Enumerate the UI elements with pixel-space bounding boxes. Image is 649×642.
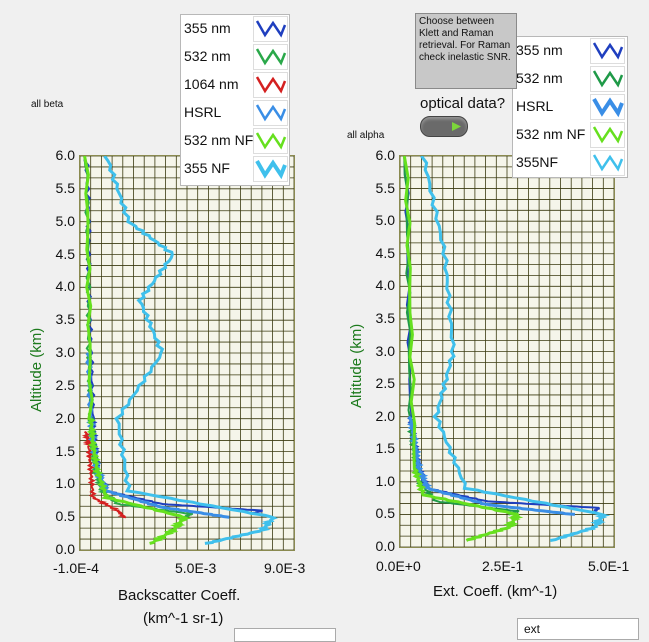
legend-swatch-icon	[590, 94, 625, 120]
legend-swatch-icon	[253, 72, 288, 98]
y-tick-label: 6.0	[375, 147, 395, 163]
left-x-axis-units: (km^-1 sr-1)	[143, 610, 224, 627]
y-tick-label: 0.5	[55, 508, 75, 525]
legend-entry: 355 NF	[181, 155, 289, 183]
left-x-tick: 5.0E-3	[175, 560, 217, 576]
y-tick-label: 0.5	[375, 505, 395, 522]
legend-entry: 355 nm	[181, 15, 289, 43]
legend-swatch-icon	[253, 156, 288, 182]
legend-swatch-icon	[590, 66, 625, 92]
left-x-tick: -1.0E-4	[53, 560, 99, 576]
right-x-tick: 0.0E+0	[376, 558, 421, 574]
left-x-axis-label: Backscatter Coeff.	[118, 587, 241, 604]
y-tick-label: 3.5	[375, 309, 395, 326]
right-chart-title: all alpha	[347, 130, 385, 141]
legend-swatch-icon	[253, 128, 288, 154]
legend-entry: 355 nm	[513, 37, 627, 65]
y-tick-label: 4.0	[375, 277, 395, 294]
legend-label: 532 nm	[516, 70, 563, 86]
right-x-tick: 5.0E-1	[588, 558, 630, 574]
right-legend: 355 nm 532 nm HSRL 532 nm NF 355NF	[512, 36, 628, 178]
left-chart-title: all beta	[31, 99, 64, 110]
legend-label: 1064 nm	[184, 76, 239, 92]
legend-label: 355NF	[516, 154, 559, 170]
series-line	[85, 352, 230, 519]
y-tick-label: 5.0	[55, 212, 75, 229]
y-tick-label: 3.5	[55, 311, 75, 328]
legend-label: 355 nm	[516, 42, 563, 58]
y-tick-label: 1.5	[375, 440, 395, 457]
left-y-axis-label: Altitude (km)	[28, 327, 45, 412]
y-tick-label: 4.5	[55, 245, 75, 262]
y-tick-label: 1.0	[375, 472, 395, 489]
retrieval-note: Choose between Klett and Raman retrieval…	[415, 13, 517, 89]
y-tick-label: 2.5	[375, 375, 395, 392]
right-x-axis-label: Ext. Coeff. (km^-1)	[433, 583, 558, 600]
y-tick-label: 2.0	[55, 409, 75, 426]
legend-swatch-icon	[253, 16, 288, 42]
left-plot-area[interactable]	[79, 155, 295, 551]
y-tick-label: 5.5	[375, 179, 395, 196]
y-tick-label: 0.0	[375, 538, 395, 554]
legend-swatch-icon	[590, 38, 625, 64]
legend-label: 355 NF	[184, 160, 230, 176]
legend-entry: HSRL	[513, 93, 627, 121]
bottom-control-stub[interactable]	[234, 628, 336, 642]
legend-swatch-icon	[590, 150, 625, 176]
legend-entry: 532 nm NF	[181, 127, 289, 155]
legend-entry: 532 nm NF	[513, 121, 627, 149]
y-tick-label: 6.0	[55, 147, 75, 163]
legend-label: 532 nm	[184, 48, 231, 64]
ext-legend-label: ext	[524, 622, 541, 636]
legend-label: 532 nm NF	[516, 126, 586, 142]
y-tick-label: 5.0	[375, 212, 395, 229]
legend-swatch-icon	[253, 44, 288, 70]
y-tick-label: 2.0	[375, 407, 395, 424]
series-line	[81, 430, 127, 519]
right-plot-svg	[400, 156, 614, 547]
legend-label: HSRL	[516, 98, 554, 114]
series-line	[103, 156, 278, 545]
y-tick-label: 1.5	[55, 442, 75, 459]
legend-label: 355 nm	[184, 20, 231, 36]
left-plot-svg	[80, 156, 294, 550]
series-line	[83, 156, 192, 545]
series-line	[83, 156, 263, 515]
legend-entry: 355NF	[513, 149, 627, 177]
y-tick-label: 1.0	[55, 475, 75, 492]
y-tick-label: 0.0	[55, 541, 75, 557]
left-legend: 355 nm 532 nm 1064 nm HSRL 532 nm NF 355 NF	[180, 14, 290, 186]
legend-swatch-icon	[253, 100, 288, 126]
y-tick-label: 3.0	[55, 344, 75, 360]
right-plot-area[interactable]	[399, 155, 615, 548]
legend-entry: 532 nm	[513, 65, 627, 93]
legend-entry: 1064 nm	[181, 71, 289, 99]
legend-swatch-icon	[590, 122, 625, 148]
series-line	[420, 156, 611, 542]
toggle-arrow-icon	[452, 122, 461, 131]
optical-data-label: optical data?	[420, 95, 506, 112]
legend-entry: HSRL	[181, 99, 289, 127]
right-x-tick: 2.5E-1	[482, 558, 524, 574]
y-tick-label: 2.5	[55, 376, 75, 393]
optical-data-toggle[interactable]	[420, 116, 468, 137]
legend-label: 532 nm NF	[184, 132, 254, 148]
y-tick-label: 3.0	[375, 342, 395, 359]
y-tick-label: 5.5	[55, 179, 75, 196]
legend-label: HSRL	[184, 104, 222, 120]
left-x-tick: 9.0E-3	[264, 560, 306, 576]
legend-entry: 532 nm	[181, 43, 289, 71]
y-tick-label: 4.0	[55, 278, 75, 295]
right-y-axis-label: Altitude (km)	[348, 323, 365, 408]
y-tick-label: 4.5	[375, 244, 395, 261]
series-line	[402, 156, 524, 542]
